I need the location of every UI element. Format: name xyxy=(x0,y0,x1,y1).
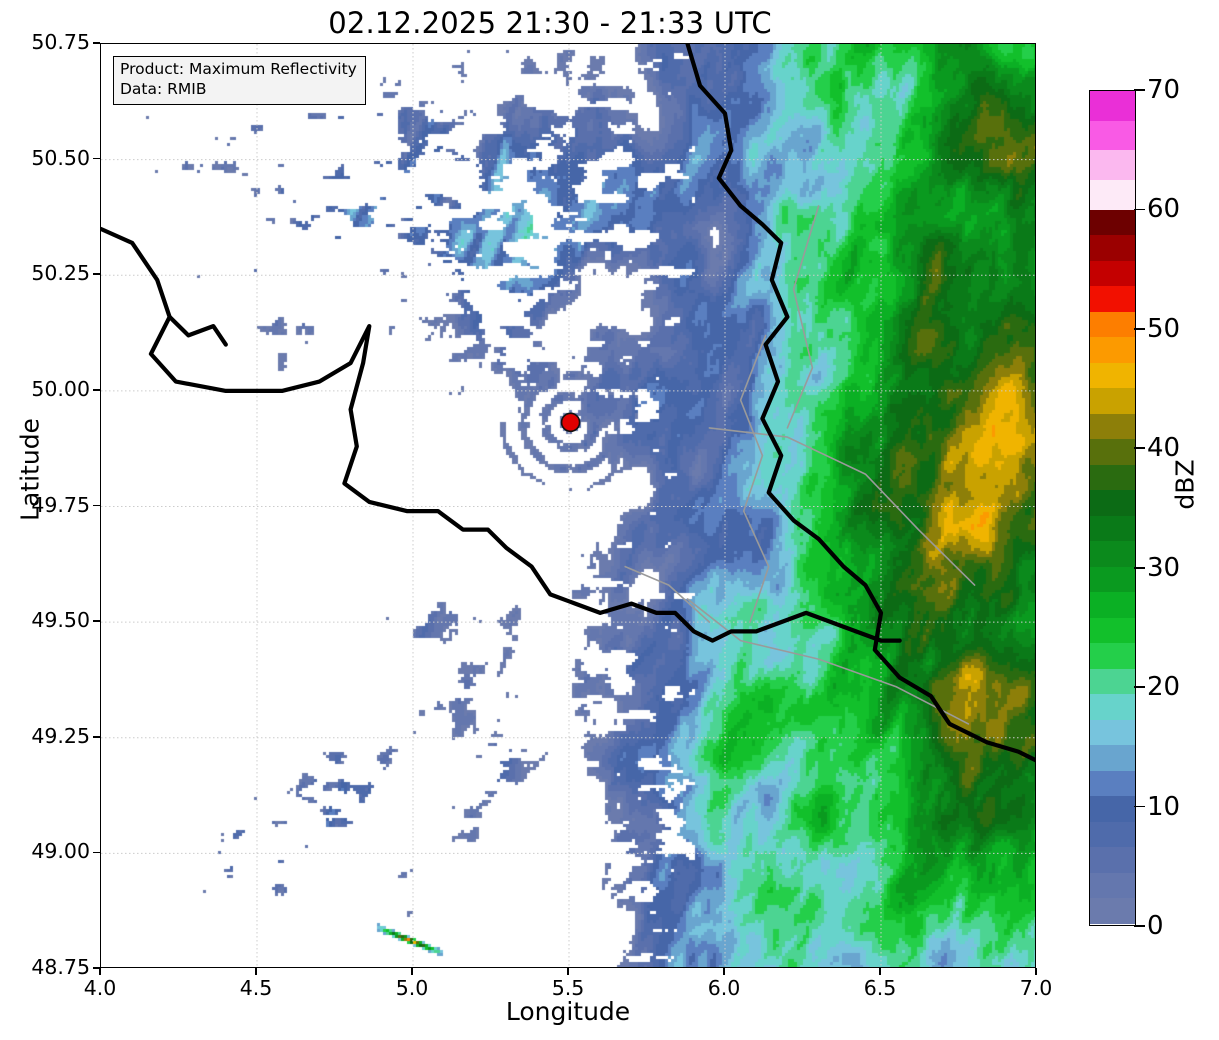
colorbar xyxy=(1089,90,1136,926)
colorbar-band xyxy=(1090,821,1135,848)
y-tick-mark xyxy=(93,967,100,969)
colorbar-band xyxy=(1090,337,1135,363)
radar-plot-area[interactable]: Product: Maximum Reflectivity Data: RMIB xyxy=(100,43,1036,968)
x-tick-mark xyxy=(1035,968,1037,975)
colorbar-band xyxy=(1090,413,1135,440)
y-tick-label: 50.75 xyxy=(31,30,90,54)
colorbar-tick-mark xyxy=(1134,925,1145,927)
national-border xyxy=(685,44,1035,763)
y-tick-label: 49.75 xyxy=(31,492,90,517)
colorbar-tick-label: 20 xyxy=(1147,672,1181,703)
colorbar-band xyxy=(1090,150,1135,181)
x-tick-label: 4.0 xyxy=(83,976,117,1000)
colorbar-band xyxy=(1090,311,1135,338)
y-tick-label: 50.50 xyxy=(31,145,90,170)
colorbar-band xyxy=(1090,209,1135,236)
colorbar-band xyxy=(1090,362,1135,389)
y-tick-mark xyxy=(93,620,100,622)
colorbar-band xyxy=(1090,120,1135,151)
info-data-line: Data: RMIB xyxy=(120,79,207,98)
colorbar-band xyxy=(1090,235,1135,261)
colorbar-band xyxy=(1090,388,1135,414)
x-tick-mark xyxy=(723,968,725,975)
x-tick-label: 7.0 xyxy=(1019,976,1053,1000)
colorbar-band xyxy=(1090,745,1135,771)
page-title: 02.12.2025 21:30 - 21:33 UTC xyxy=(328,6,772,40)
map-overlay xyxy=(101,44,1035,967)
info-product-line: Product: Maximum Reflectivity xyxy=(120,60,357,78)
colorbar-band xyxy=(1090,439,1135,465)
x-axis-title: Longitude xyxy=(505,997,631,1026)
x-tick-label: 5.0 xyxy=(395,976,429,1000)
y-tick-label: 50.00 xyxy=(31,376,90,401)
colorbar-band xyxy=(1090,592,1135,618)
colorbar-band xyxy=(1090,515,1135,542)
colorbar-band xyxy=(1090,180,1135,210)
y-tick-label: 49.50 xyxy=(31,608,90,633)
colorbar-band xyxy=(1090,91,1135,121)
colorbar-band xyxy=(1090,898,1135,924)
colorbar-tick-label: 30 xyxy=(1147,552,1181,583)
colorbar-band xyxy=(1090,796,1135,822)
colorbar-band xyxy=(1090,668,1135,695)
x-tick-mark xyxy=(879,968,881,975)
colorbar-tick-mark xyxy=(1134,89,1145,91)
colorbar-band xyxy=(1090,719,1135,746)
x-tick-mark xyxy=(567,968,569,975)
colorbar-tick-mark xyxy=(1134,686,1145,688)
internal-boundary-line xyxy=(686,598,970,725)
x-tick-mark xyxy=(411,968,413,975)
colorbar-band xyxy=(1090,872,1135,899)
colorbar-band xyxy=(1090,770,1135,797)
x-tick-mark xyxy=(255,968,257,975)
colorbar-band xyxy=(1090,694,1135,720)
y-tick-mark xyxy=(93,389,100,391)
internal-boundary-line xyxy=(786,205,820,429)
internal-boundary-line xyxy=(624,565,711,623)
colorbar-tick-label: 60 xyxy=(1147,194,1181,225)
y-tick-label: 49.25 xyxy=(31,723,90,748)
y-tick-mark xyxy=(93,42,100,44)
y-tick-label: 48.75 xyxy=(31,955,90,979)
colorbar-tick-label: 10 xyxy=(1147,791,1181,822)
x-tick-mark xyxy=(99,968,101,975)
colorbar-tick-mark xyxy=(1134,328,1145,330)
colorbar-band xyxy=(1090,566,1135,593)
national-border xyxy=(101,226,902,643)
colorbar-tick-mark xyxy=(1134,447,1145,450)
x-tick-label: 6.5 xyxy=(863,976,897,1000)
national-border xyxy=(167,314,228,347)
colorbar-tick-label: 70 xyxy=(1147,75,1181,105)
colorbar-band xyxy=(1090,847,1135,873)
internal-boundary-line xyxy=(708,427,976,586)
x-tick-label: 4.5 xyxy=(239,976,273,1000)
colorbar-tick-mark xyxy=(1134,805,1145,808)
product-info-box: Product: Maximum Reflectivity Data: RMIB xyxy=(113,56,366,105)
colorbar-tick-label: 40 xyxy=(1147,433,1181,464)
y-tick-label: 49.00 xyxy=(31,839,90,864)
colorbar-tick-mark xyxy=(1134,208,1145,211)
colorbar-tick-label: 0 xyxy=(1147,911,1164,941)
y-tick-mark xyxy=(93,735,100,738)
y-tick-mark xyxy=(93,504,100,507)
radar-station-marker[interactable] xyxy=(560,412,581,433)
x-tick-label: 5.5 xyxy=(551,976,585,1000)
colorbar-tick-mark xyxy=(1134,566,1145,569)
colorbar-tick-label: 50 xyxy=(1147,313,1181,344)
y-tick-label: 50.25 xyxy=(31,261,90,286)
colorbar-band xyxy=(1090,464,1135,491)
colorbar-band xyxy=(1090,490,1135,516)
y-tick-mark xyxy=(93,273,100,276)
colorbar-band xyxy=(1090,643,1135,669)
y-tick-mark xyxy=(93,851,100,854)
colorbar-band xyxy=(1090,541,1135,567)
colorbar-band xyxy=(1090,617,1135,644)
colorbar-band xyxy=(1090,260,1135,287)
internal-boundary-line xyxy=(739,334,770,623)
colorbar-band xyxy=(1090,286,1135,312)
y-tick-mark xyxy=(93,157,100,160)
x-tick-label: 6.0 xyxy=(707,976,741,1000)
